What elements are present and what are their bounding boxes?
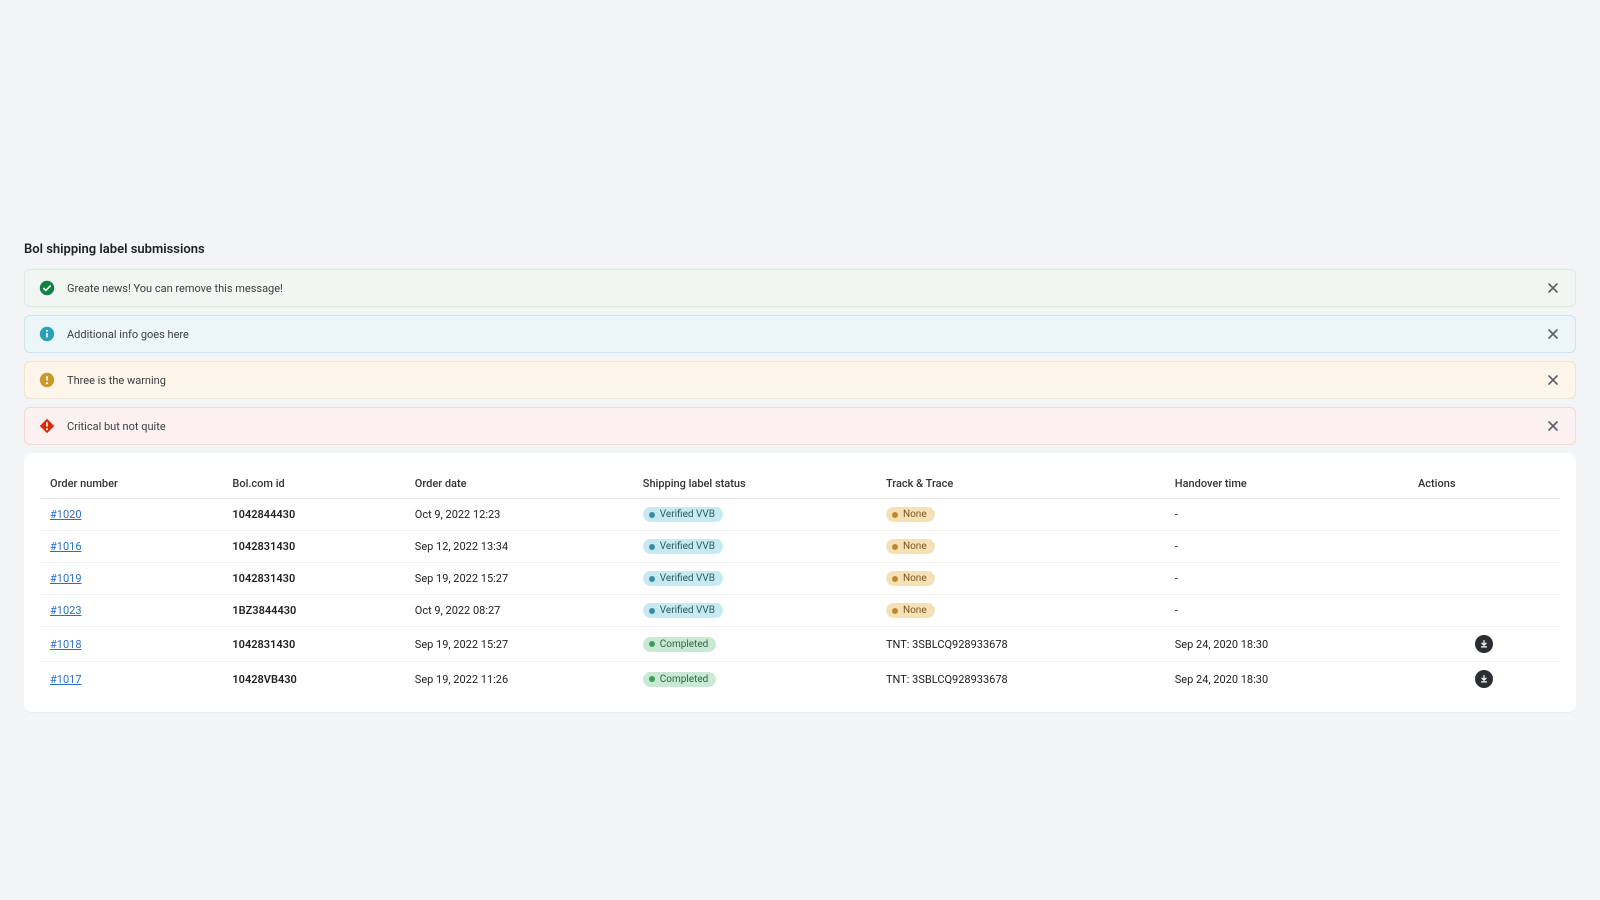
track-status-text: None	[903, 541, 927, 552]
bol-id: 1042831430	[232, 572, 295, 585]
order-link[interactable]: #1018	[50, 638, 82, 651]
status-dot-icon	[649, 608, 655, 614]
handover-time: Sep 24, 2020 18:30	[1175, 638, 1268, 651]
page-container: Bol shipping label submissions Greate ne…	[0, 0, 1600, 736]
banner-close-button[interactable]	[1543, 324, 1563, 344]
col-order-number: Order number	[40, 469, 222, 499]
status-text: Verified VVB	[660, 605, 715, 616]
bol-id: 1042831430	[232, 638, 295, 651]
warning-icon	[39, 372, 55, 388]
track-dot-icon	[892, 576, 898, 582]
order-link[interactable]: #1020	[50, 508, 82, 521]
track-text: TNT: 3SBLCQ928933678	[886, 673, 1008, 686]
banner-text: Critical but not quite	[67, 420, 166, 433]
order-date: Sep 19, 2022 15:27	[415, 572, 508, 585]
order-link[interactable]: #1016	[50, 540, 82, 553]
submissions-table: Order number Bol.com id Order date Shipp…	[40, 469, 1560, 696]
handover-time: -	[1175, 508, 1178, 521]
status-dot-icon	[649, 544, 655, 550]
warning-banner: Three is the warning	[24, 361, 1576, 399]
status-badge: Verified VVB	[643, 539, 723, 554]
status-dot-icon	[649, 641, 655, 647]
track-dot-icon	[892, 608, 898, 614]
page-title: Bol shipping label submissions	[24, 242, 1576, 257]
track-status-text: None	[903, 605, 927, 616]
track-status-text: None	[903, 509, 927, 520]
status-badge: Verified VVB	[643, 507, 723, 522]
track-status-text: None	[903, 573, 927, 584]
order-link[interactable]: #1017	[50, 673, 82, 686]
banner-close-button[interactable]	[1543, 416, 1563, 436]
col-handover: Handover time	[1165, 469, 1408, 499]
status-text: Verified VVB	[660, 573, 715, 584]
track-dot-icon	[892, 512, 898, 518]
table-row: #1018 1042831430 Sep 19, 2022 15:27 Comp…	[40, 627, 1560, 662]
success-banner: Greate news! You can remove this message…	[24, 269, 1576, 307]
bol-id: 10428VB430	[232, 673, 296, 686]
track-badge: None	[886, 603, 935, 618]
status-text: Verified VVB	[660, 509, 715, 520]
col-actions: Actions	[1408, 469, 1560, 499]
error-icon	[39, 418, 55, 434]
handover-time: Sep 24, 2020 18:30	[1175, 673, 1268, 686]
track-badge: None	[886, 507, 935, 522]
bol-id: 1042844430	[232, 508, 295, 521]
banner-text: Greate news! You can remove this message…	[67, 282, 283, 295]
banner-text: Additional info goes here	[67, 328, 189, 341]
track-badge: None	[886, 539, 935, 554]
status-dot-icon	[649, 576, 655, 582]
status-text: Completed	[660, 639, 709, 650]
order-date: Oct 9, 2022 08:27	[415, 604, 501, 617]
track-dot-icon	[892, 544, 898, 550]
error-banner: Critical but not quite	[24, 407, 1576, 445]
table-row: #1016 1042831430 Sep 12, 2022 13:34 Veri…	[40, 531, 1560, 563]
table-row: #1019 1042831430 Sep 19, 2022 15:27 Veri…	[40, 563, 1560, 595]
handover-time: -	[1175, 604, 1178, 617]
table-row: #1023 1BZ3844430 Oct 9, 2022 08:27 Verif…	[40, 595, 1560, 627]
status-badge: Verified VVB	[643, 571, 723, 586]
table-row: #1017 10428VB430 Sep 19, 2022 11:26 Comp…	[40, 662, 1560, 697]
status-dot-icon	[649, 512, 655, 518]
table-body: #1020 1042844430 Oct 9, 2022 12:23 Verif…	[40, 499, 1560, 697]
track-text: TNT: 3SBLCQ928933678	[886, 638, 1008, 651]
download-icon	[1479, 637, 1489, 652]
download-button[interactable]	[1475, 670, 1493, 688]
status-badge: Verified VVB	[643, 603, 723, 618]
table-row: #1020 1042844430 Oct 9, 2022 12:23 Verif…	[40, 499, 1560, 531]
success-icon	[39, 280, 55, 296]
col-track-trace: Track & Trace	[876, 469, 1165, 499]
order-date: Sep 19, 2022 15:27	[415, 638, 508, 651]
table-header-row: Order number Bol.com id Order date Shipp…	[40, 469, 1560, 499]
status-text: Verified VVB	[660, 541, 715, 552]
col-order-date: Order date	[405, 469, 633, 499]
status-badge: Completed	[643, 637, 717, 652]
bol-id: 1042831430	[232, 540, 295, 553]
download-button[interactable]	[1475, 635, 1493, 653]
status-text: Completed	[660, 674, 709, 685]
status-dot-icon	[649, 676, 655, 682]
track-badge: None	[886, 571, 935, 586]
order-link[interactable]: #1023	[50, 604, 82, 617]
order-date: Sep 19, 2022 11:26	[415, 673, 508, 686]
info-banner: Additional info goes here	[24, 315, 1576, 353]
table-card: Order number Bol.com id Order date Shipp…	[24, 453, 1576, 712]
order-date: Oct 9, 2022 12:23	[415, 508, 501, 521]
handover-time: -	[1175, 540, 1178, 553]
order-date: Sep 12, 2022 13:34	[415, 540, 508, 553]
handover-time: -	[1175, 572, 1178, 585]
banner-close-button[interactable]	[1543, 370, 1563, 390]
download-icon	[1479, 672, 1489, 687]
bol-id: 1BZ3844430	[232, 604, 296, 617]
order-link[interactable]: #1019	[50, 572, 82, 585]
col-bol-id: Bol.com id	[222, 469, 404, 499]
info-icon	[39, 326, 55, 342]
banner-close-button[interactable]	[1543, 278, 1563, 298]
status-badge: Completed	[643, 672, 717, 687]
banner-list: Greate news! You can remove this message…	[24, 269, 1576, 445]
col-status: Shipping label status	[633, 469, 876, 499]
banner-text: Three is the warning	[67, 374, 166, 387]
